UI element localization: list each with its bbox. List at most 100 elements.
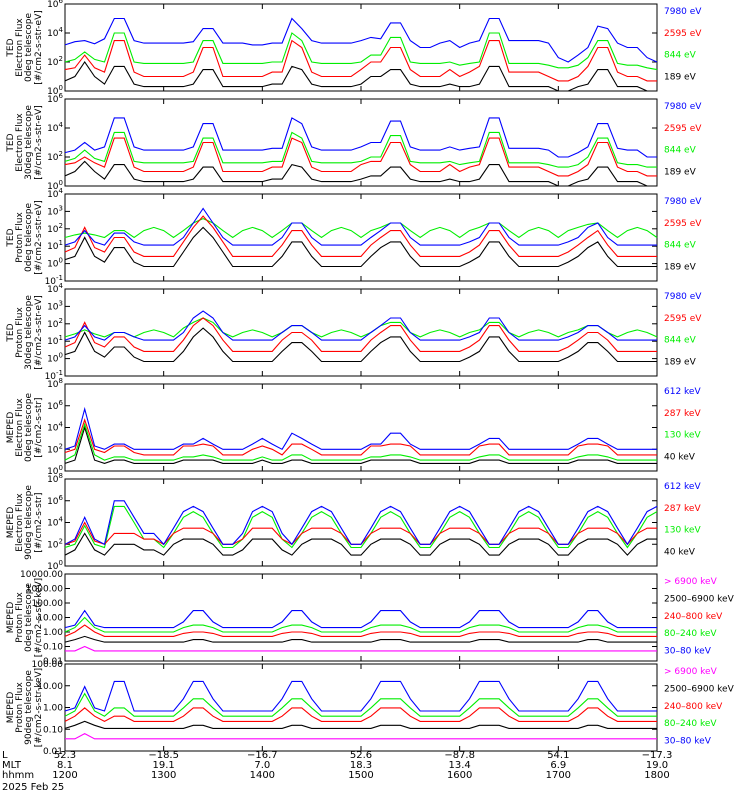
x-tick-label-hhmm: 1200 [52,770,77,781]
plot-frame [64,383,658,472]
legend-entry: 130 keV [664,526,701,536]
x-tick-label-hhmm: 1600 [447,770,472,781]
legend-entry: 2595 eV [664,314,702,324]
legend-entry: 844 eV [664,51,697,61]
y-tick-label: 100 [47,179,63,192]
series-line [64,680,657,712]
x-tick-label-l: 52.3 [54,750,76,761]
x-tick-label-hhmm: 1800 [644,770,669,781]
y-axis-label: MEPED [6,602,16,634]
series-line [64,425,657,464]
y-tick-label: 10.00 [37,614,63,624]
y-tick-label: 1.00 [43,704,63,714]
series-line [64,692,657,717]
y-tick-label: 0.01 [43,747,63,757]
y-tick-label: 102 [47,55,63,68]
series-line [64,720,657,729]
y-tick-label: 10-1 [45,369,63,382]
y-axis-label: 30deg telescope [24,105,34,180]
legend-entry: 80–240 keV [664,719,717,729]
legend-entry: 80–240 keV [664,629,717,639]
y-axis-label: 90deg telescope [24,485,34,560]
legend-entry: 30–80 keV [664,737,712,747]
y-axis-label: [#/cm2-s-str-keV] [34,668,44,747]
y-axis-label: Electron Flux [15,398,25,457]
series-line [64,317,658,338]
y-tick-label: 0.10 [43,725,63,735]
legend-entry: 240–800 keV [664,702,723,712]
x-tick-label-hhmm: 1500 [348,770,373,781]
y-axis-label: Electron Flux [15,113,25,172]
series-line [64,327,657,363]
x-axis: L MLT hhmm 2025 Feb 25 52.38.11200−18.51… [2,750,672,793]
legend-entry: 189 eV [664,167,697,177]
y-axis-label: [#/cm2-s-str-eV] [34,200,44,275]
y-tick-label: 100 [47,257,63,270]
series-line [64,616,657,633]
x-tick-label-mlt: 8.1 [57,760,73,771]
x-tick-label-mlt: 19.1 [153,760,175,771]
x-tick-label-l: −17.3 [642,750,673,761]
x-tick-label-mlt: 19.0 [646,760,668,771]
date-label: 2025 Feb 25 [2,782,64,793]
legend-entry: 7980 eV [664,102,702,112]
chart-panel: 100 102 104 106 TED Electron Flux 30deg telesc… [6,92,702,192]
y-axis-label: 30deg telescope [24,295,34,370]
y-tick-label: 102 [47,222,63,235]
legend-entry: 189 eV [664,72,697,82]
x-row-label-mlt: MLT [2,760,22,771]
y-axis-label: Electron Flux [15,18,25,77]
series-line [64,117,657,158]
legend-entry: 844 eV [664,336,697,346]
legend-entry: 2595 eV [664,29,702,39]
y-axis-label: [#/cm2-s-str] [34,397,44,457]
series-line [64,32,658,71]
y-axis-label: TED [6,133,16,152]
series-line [64,310,657,341]
x-tick-label-l: −16.7 [247,750,278,761]
chart-panel: 0.01 0.10 1.00 10.00 100.00 1000.00 10000.00 ME… [6,570,735,667]
y-axis-label: [#/cm2-s-str-eV] [34,295,44,370]
y-tick-label: 104 [47,187,63,200]
x-tick-label-mlt: 6.9 [550,760,566,771]
y-tick-label: 101 [47,239,63,252]
plot-frame [64,98,658,187]
legend-entry: 287 keV [664,504,701,514]
x-tick-label-l: 52.6 [350,750,372,761]
y-tick-label: 0.10 [43,643,63,653]
y-tick-label: 10-1 [45,274,63,287]
plot-frame [64,3,658,92]
legend-entry: 189 eV [664,357,697,367]
legend-entry: > 6900 keV [664,667,718,677]
legend-entry: 844 eV [664,146,697,156]
y-tick-label: 100 [47,84,63,97]
x-tick-label-hhmm: 1700 [546,770,571,781]
chart-panel: 100 102 104 106 108 MEPED Electron Flux 90deg t… [6,472,701,572]
chart-panel: 100 102 104 106 TED Electron Flux 0deg telesco… [6,0,702,97]
series-line [64,532,657,556]
legend-entry: 7980 eV [664,197,702,207]
x-tick-label-mlt: 13.4 [449,760,471,771]
legend-entry: 2595 eV [664,219,702,229]
y-tick-label: 100 [47,464,63,477]
series-line [64,207,657,246]
y-axis-label: Proton Flux [15,592,25,643]
series-line [64,500,658,546]
y-tick-label: 1.00 [43,628,63,638]
y-tick-label: 103 [47,299,63,312]
y-tick-label: 102 [47,537,63,550]
legend-entry: 612 keV [664,387,701,397]
x-tick-label-l: 54.1 [547,750,569,761]
y-tick-label: 100 [47,559,63,572]
y-tick-label: 102 [47,442,63,455]
legend-entry: > 6900 keV [664,577,718,587]
y-axis-label: [#/cm2-s-str-eV] [34,10,44,85]
series-line [64,624,657,637]
x-tick-label-mlt: 18.3 [350,760,372,771]
series-line [64,422,657,461]
y-axis-label: TED [6,38,16,57]
series-line [64,131,657,168]
y-tick-label: 0.01 [43,657,63,667]
y-tick-label: 108 [47,472,63,485]
